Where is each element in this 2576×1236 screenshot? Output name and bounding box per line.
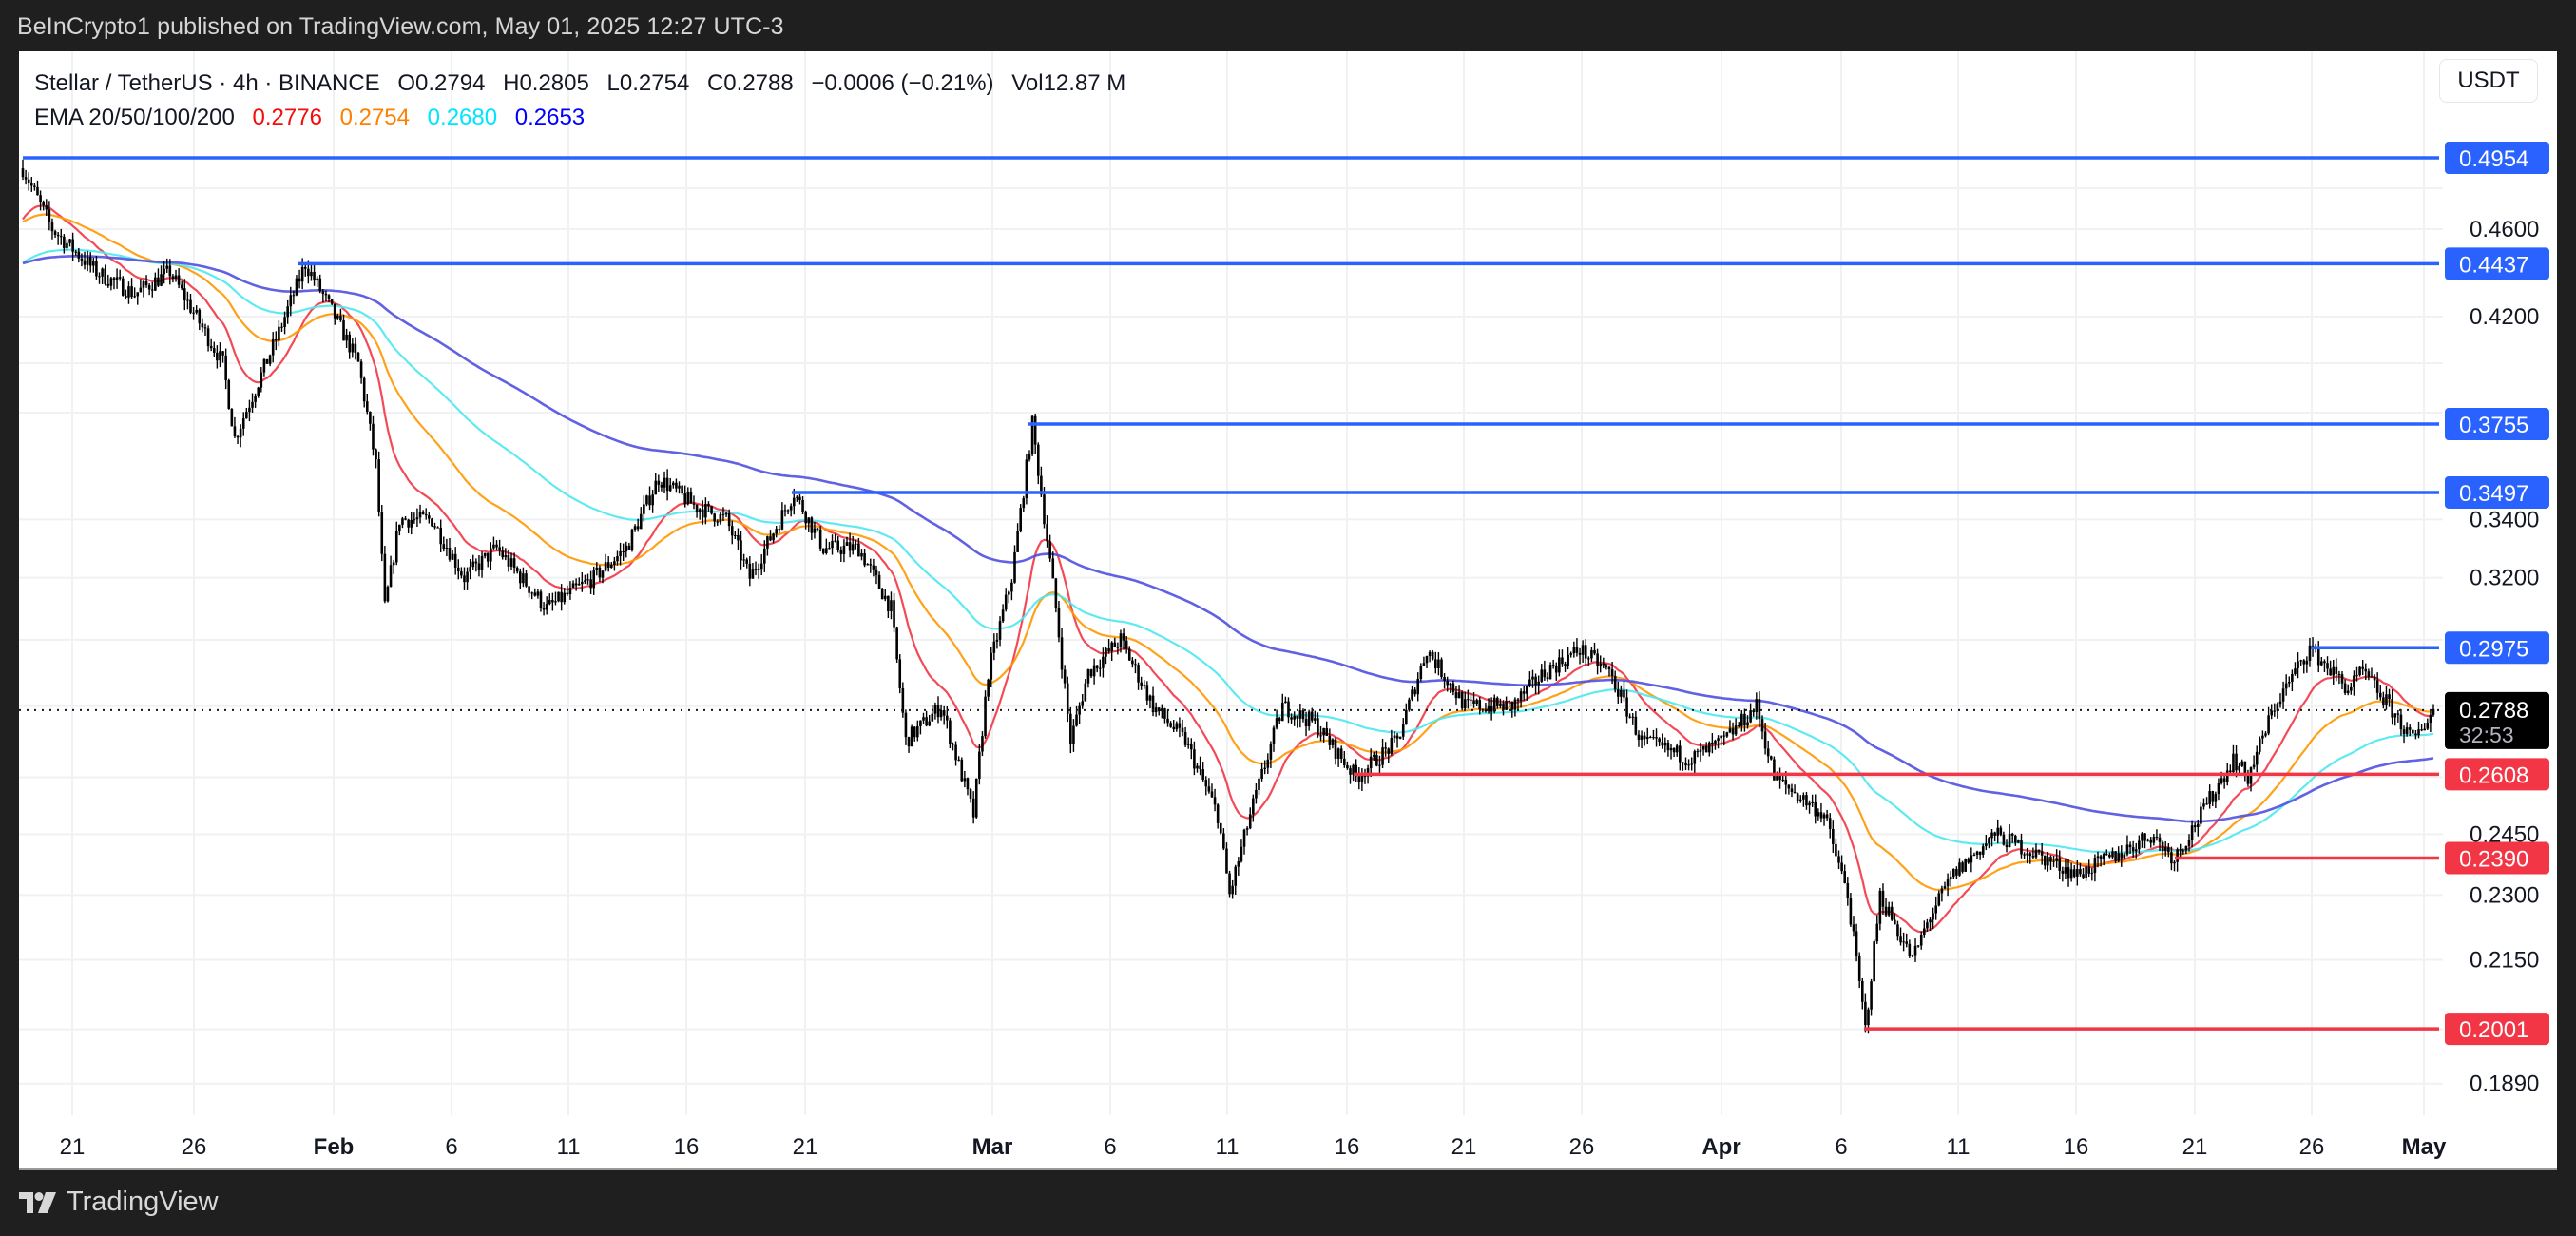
svg-text:0.2001: 0.2001 <box>2459 1017 2528 1043</box>
time-tick: 26 <box>2299 1134 2325 1160</box>
low-value: L0.2754 <box>606 70 690 96</box>
volume-value: Vol12.87 M <box>1011 70 1126 96</box>
published-banner: BeInCrypto1 published on TradingView.com… <box>17 13 784 40</box>
chart-legend: Stellar / TetherUS · 4h · BINANCE O0.279… <box>34 67 1137 135</box>
ema-lines <box>22 204 2434 934</box>
time-tick: 26 <box>182 1134 207 1160</box>
time-tick: Apr <box>1701 1134 1740 1160</box>
chart-panel[interactable]: Stellar / TetherUS · 4h · BINANCE O0.279… <box>19 51 2557 1170</box>
time-tick: 21 <box>1451 1134 1477 1160</box>
level-label-0.3755[interactable]: 0.3755 <box>2445 408 2549 441</box>
brand-name: TradingView <box>67 1187 219 1217</box>
price-tick: 0.3200 <box>2470 566 2539 591</box>
svg-text:0.2608: 0.2608 <box>2459 763 2528 788</box>
time-tick: 11 <box>1216 1134 1240 1160</box>
level-label-0.2608[interactable]: 0.2608 <box>2445 758 2549 791</box>
symbol-title[interactable]: Stellar / TetherUS · 4h · BINANCE <box>34 70 380 96</box>
change-value: −0.0006 (−0.21%) <box>811 70 994 96</box>
time-tick: 11 <box>1947 1134 1970 1160</box>
ema20-value: 0.2776 <box>252 105 322 130</box>
svg-text:0.2390: 0.2390 <box>2459 847 2528 873</box>
ema-row[interactable]: EMA 20/50/100/200 0.2776 0.2754 0.2680 0… <box>34 101 1137 135</box>
time-tick: 21 <box>2182 1134 2208 1160</box>
horizontal-levels[interactable] <box>23 156 2439 1031</box>
ema50-value: 0.2754 <box>339 105 410 130</box>
ema200-value: 0.2653 <box>514 105 586 130</box>
svg-text:0.3497: 0.3497 <box>2459 481 2528 507</box>
svg-text:0.2788: 0.2788 <box>2459 698 2528 724</box>
level-label-0.2975[interactable]: 0.2975 <box>2445 631 2549 665</box>
price-tick: 0.2150 <box>2470 947 2539 973</box>
time-tick: 6 <box>445 1134 457 1160</box>
tradingview-logo-icon <box>19 1191 56 1213</box>
svg-text:0.2975: 0.2975 <box>2459 636 2528 662</box>
ema-label: EMA 20/50/100/200 <box>34 105 235 130</box>
time-axis[interactable]: 21 26 Feb 6 11 16 21 Mar 6 11 16 21 26 Apr 6 11 16 21 26 Ma… <box>60 1134 2447 1160</box>
time-tick: Feb <box>314 1134 355 1160</box>
price-tick: 0.2300 <box>2470 882 2539 908</box>
tradingview-brand[interactable]: TradingView <box>19 1187 219 1218</box>
price-tick: 0.1890 <box>2470 1072 2539 1097</box>
time-tick: 16 <box>674 1134 700 1160</box>
ohlc-row: Stellar / TetherUS · 4h · BINANCE O0.279… <box>34 67 1137 101</box>
candlesticks <box>21 159 2435 1034</box>
level-label-0.2390[interactable]: 0.2390 <box>2445 841 2549 875</box>
ema100-value: 0.2680 <box>427 105 498 130</box>
time-tick: 6 <box>1835 1134 1847 1160</box>
level-label-0.4954[interactable]: 0.4954 <box>2445 142 2549 174</box>
svg-text:0.3755: 0.3755 <box>2459 413 2528 438</box>
svg-text:32:53: 32:53 <box>2459 723 2514 747</box>
price-chart[interactable]: 0.46000.42000.34000.32000.24500.23000.21… <box>19 51 2557 1168</box>
price-axis[interactable]: 0.46000.42000.34000.32000.24500.23000.21… <box>2445 142 2549 1097</box>
level-label-0.3497[interactable]: 0.3497 <box>2445 475 2549 509</box>
time-tick: Mar <box>972 1134 1013 1160</box>
time-tick: 6 <box>1104 1134 1116 1160</box>
close-value: C0.2788 <box>706 70 794 96</box>
price-tick: 0.4200 <box>2470 304 2539 330</box>
time-tick: 21 <box>793 1134 818 1160</box>
price-tick: 0.3400 <box>2470 507 2539 532</box>
time-tick: 11 <box>557 1134 581 1160</box>
open-value: O0.2794 <box>397 70 486 96</box>
time-tick: 16 <box>1335 1134 1360 1160</box>
currency-unit-button[interactable]: USDT <box>2439 59 2538 103</box>
time-tick: 21 <box>60 1134 86 1160</box>
svg-text:0.4954: 0.4954 <box>2459 146 2528 172</box>
high-value: H0.2805 <box>503 70 589 96</box>
time-tick: 16 <box>2064 1134 2089 1160</box>
time-tick: May <box>2402 1134 2447 1160</box>
level-label-0.4437[interactable]: 0.4437 <box>2445 247 2549 280</box>
level-label-0.2001[interactable]: 0.2001 <box>2445 1013 2549 1046</box>
time-tick: 26 <box>1569 1134 1595 1160</box>
price-tick: 0.4600 <box>2470 217 2539 242</box>
grid-lines <box>19 51 2443 1115</box>
svg-text:0.4437: 0.4437 <box>2459 252 2528 278</box>
